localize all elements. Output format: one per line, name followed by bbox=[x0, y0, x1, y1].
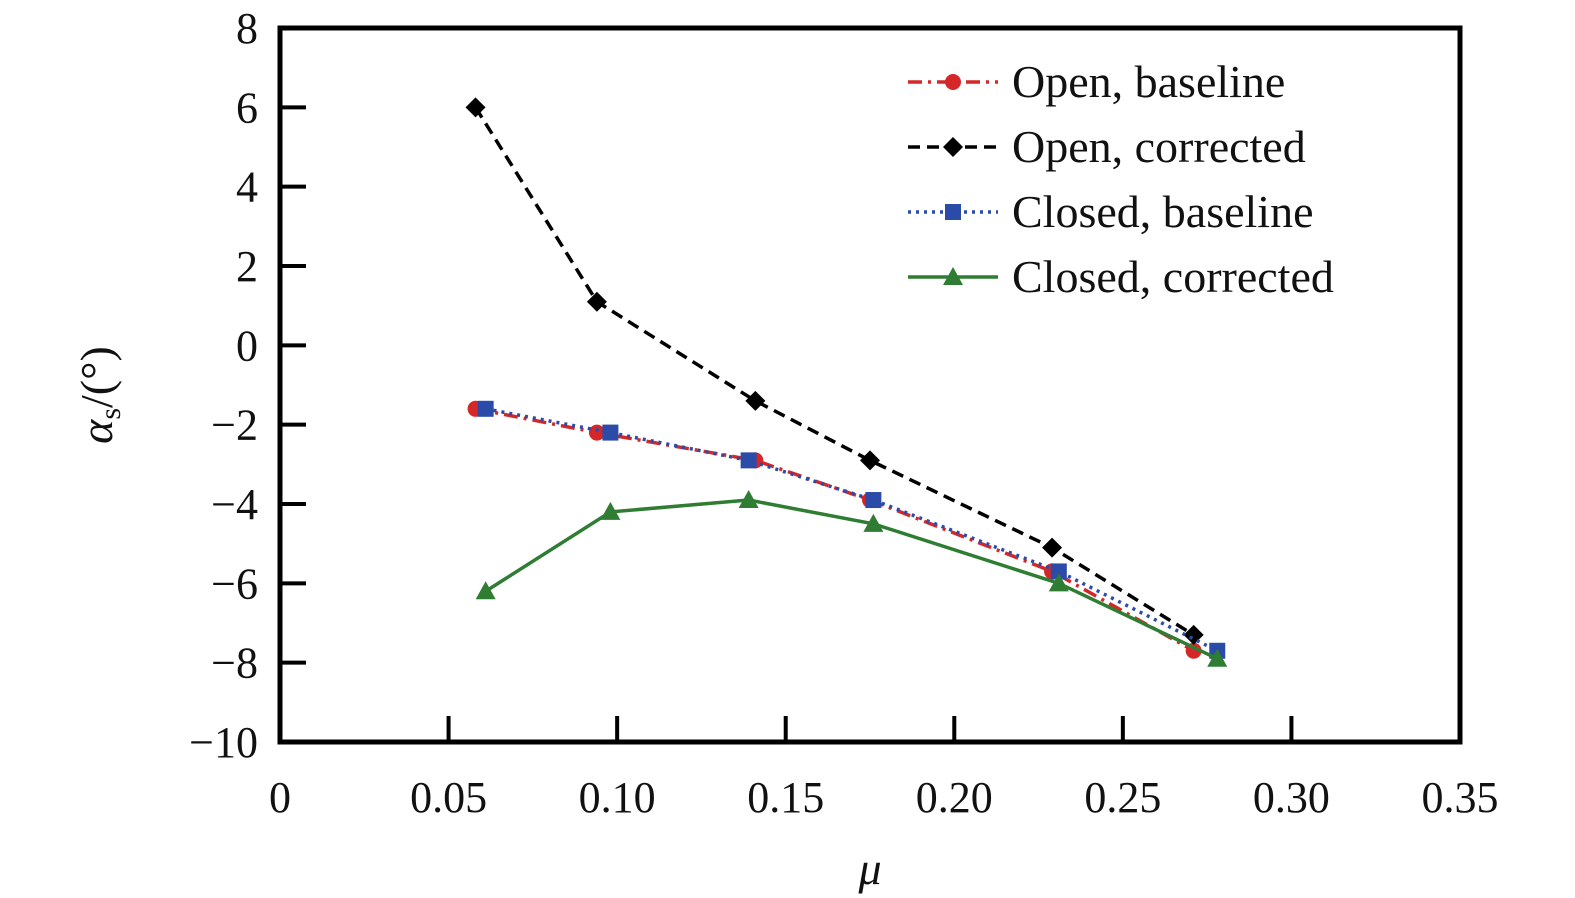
data-point bbox=[475, 581, 496, 600]
y-tick-label: −2 bbox=[211, 401, 258, 450]
x-tick-label: 0.25 bbox=[1084, 773, 1161, 822]
data-point bbox=[865, 492, 882, 509]
data-point bbox=[1042, 537, 1063, 558]
x-tick-label: 0.10 bbox=[579, 773, 656, 822]
y-tick-label: −4 bbox=[211, 480, 258, 529]
legend-marker bbox=[945, 204, 961, 220]
y-tick-label: 2 bbox=[236, 242, 258, 291]
y-tick-label: −10 bbox=[189, 718, 258, 767]
x-axis-title: μ bbox=[857, 843, 881, 894]
legend: Open, baseline Open, corrected Closed, bas… bbox=[908, 56, 1334, 302]
y-tick-label: 0 bbox=[236, 321, 258, 370]
series-layer bbox=[465, 97, 1228, 667]
legend-marker bbox=[943, 267, 963, 285]
y-axis-title-subscript: s bbox=[94, 408, 127, 420]
legend-label: Closed, corrected bbox=[1012, 251, 1334, 302]
data-point bbox=[738, 490, 759, 509]
x-tick-label: 0 bbox=[269, 773, 291, 822]
series-line bbox=[485, 407, 1219, 653]
legend-marker bbox=[943, 137, 963, 157]
y-tick-label: 8 bbox=[236, 4, 258, 53]
data-point bbox=[1048, 573, 1069, 592]
legend-item-open-baseline: Open, baseline bbox=[908, 56, 1285, 107]
legend-label: Open, corrected bbox=[1012, 121, 1306, 172]
data-point bbox=[600, 501, 621, 520]
x-tick-label: 0.20 bbox=[916, 773, 993, 822]
series-open-baseline bbox=[467, 400, 1202, 659]
series-line bbox=[484, 498, 1219, 661]
data-point bbox=[586, 291, 607, 312]
y-axis: −10 −8 −6 −4 −2 0 2 4 6 8 bbox=[189, 4, 306, 767]
y-tick-label: −8 bbox=[211, 639, 258, 688]
data-point bbox=[602, 424, 619, 441]
data-point bbox=[477, 400, 494, 417]
y-axis-title: αs/(°) bbox=[71, 346, 127, 444]
y-tick-label: 6 bbox=[236, 83, 258, 132]
y-axis-title-unit: /(°) bbox=[71, 346, 122, 408]
legend-marker bbox=[945, 74, 961, 90]
x-tick-label: 0.35 bbox=[1422, 773, 1499, 822]
legend-label: Open, baseline bbox=[1012, 56, 1285, 107]
x-tick-label: 0.15 bbox=[747, 773, 824, 822]
y-axis-title-symbol: α bbox=[71, 419, 122, 444]
data-point bbox=[860, 450, 880, 471]
y-tick-label: 4 bbox=[236, 163, 258, 212]
x-axis: 0 0.05 0.10 0.15 0.20 0.25 0.30 0.35 bbox=[269, 716, 1499, 822]
data-point bbox=[863, 513, 884, 532]
data-point bbox=[588, 424, 605, 441]
data-point bbox=[1183, 624, 1204, 645]
data-point bbox=[465, 97, 486, 118]
data-point bbox=[1207, 648, 1228, 667]
legend-item-open-corrected: Open, corrected bbox=[908, 121, 1306, 172]
legend-item-closed-baseline: Closed, baseline bbox=[908, 186, 1314, 237]
x-tick-label: 0.30 bbox=[1253, 773, 1330, 822]
legend-label: Closed, baseline bbox=[1012, 186, 1314, 237]
data-point bbox=[1050, 563, 1067, 580]
series-closed-corrected bbox=[475, 490, 1228, 667]
series-line bbox=[474, 106, 1195, 637]
x-tick-label: 0.05 bbox=[410, 773, 487, 822]
series-open-corrected bbox=[465, 97, 1204, 645]
data-point bbox=[745, 390, 766, 411]
data-point bbox=[740, 452, 757, 469]
plot-frame bbox=[277, 25, 1463, 745]
series-closed-baseline bbox=[477, 400, 1226, 659]
legend-item-closed-corrected: Closed, corrected bbox=[908, 251, 1334, 302]
y-tick-label: −6 bbox=[211, 559, 258, 608]
